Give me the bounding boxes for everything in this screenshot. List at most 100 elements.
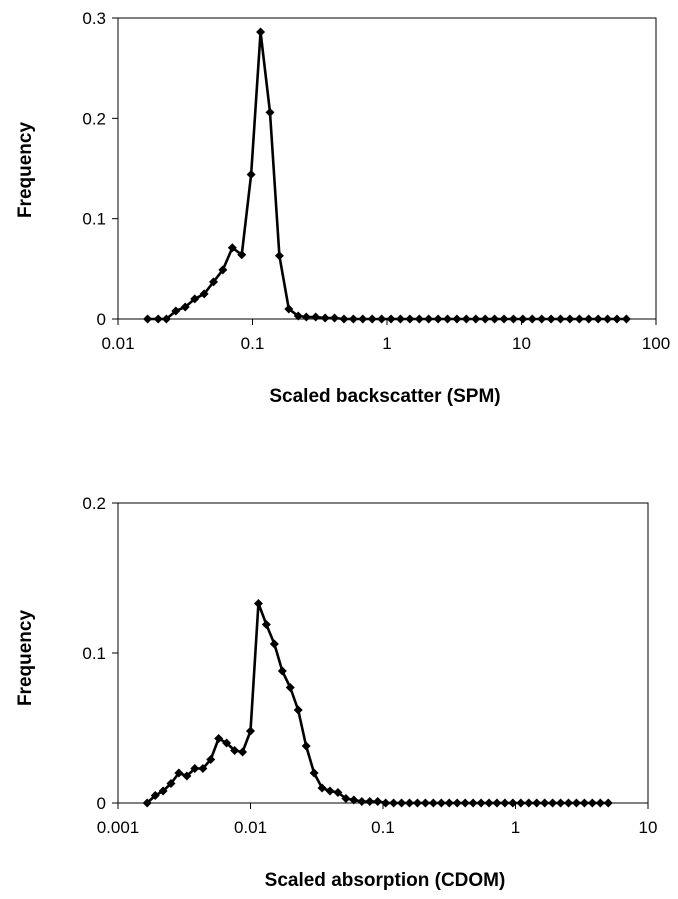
data-point-top (237, 250, 247, 260)
data-point-top (405, 314, 415, 324)
data-point-bottom (317, 783, 327, 793)
data-point-top (153, 314, 163, 324)
series-top (143, 27, 631, 324)
data-point-top (443, 314, 453, 324)
data-point-top (433, 314, 443, 324)
x-tick-label-top: 1 (382, 334, 391, 353)
data-point-bottom (206, 755, 216, 764)
chart-top: 0.01 0.1 1 10 100 0 0.1 0.2 0.3 Scaled backscatt… (15, 9, 670, 407)
data-point-bottom (389, 798, 399, 808)
data-point-top (301, 312, 311, 322)
data-point-top (414, 314, 424, 324)
axes-bottom: 0.001 0.01 0.1 1 10 0 0.1 0.2 (82, 494, 657, 837)
data-point-top (246, 170, 256, 180)
y-tick-label-top: 0.1 (82, 210, 106, 229)
data-point-top (518, 314, 528, 324)
data-point-bottom (397, 798, 407, 808)
data-point-top (621, 314, 631, 324)
data-point-bottom (301, 741, 311, 751)
data-point-bottom (182, 771, 192, 781)
data-point-top (339, 314, 349, 324)
data-point-bottom (524, 798, 534, 808)
data-point-bottom (325, 786, 335, 796)
data-point-bottom (261, 620, 271, 629)
data-point-bottom (381, 798, 391, 808)
data-point-bottom (548, 798, 558, 808)
data-point-bottom (198, 764, 208, 773)
data-point-top (574, 314, 584, 324)
x-tick-label-bottom: 0.1 (371, 818, 395, 837)
x-tick-label-bottom: 0.001 (97, 818, 140, 837)
data-point-bottom (285, 683, 295, 692)
data-point-bottom (603, 798, 613, 808)
data-point-bottom (556, 798, 566, 808)
data-point-bottom (214, 734, 224, 743)
data-point-bottom (150, 791, 160, 800)
data-point-bottom (253, 599, 263, 608)
data-point-bottom (436, 798, 446, 808)
y-tick-label-top: 0 (97, 310, 106, 329)
x-tick-label-top: 0.1 (241, 334, 265, 353)
data-point-top (452, 314, 462, 324)
data-point-top (546, 314, 556, 324)
data-point-top (274, 251, 284, 261)
data-point-top (537, 314, 547, 324)
data-point-top (395, 314, 405, 324)
data-point-bottom (412, 798, 422, 808)
data-point-top (348, 314, 358, 324)
data-point-bottom (444, 798, 454, 808)
data-point-top (386, 314, 396, 324)
data-point-bottom (420, 798, 430, 808)
plot-area-top (117, 17, 657, 320)
data-point-top (293, 311, 303, 321)
data-point-bottom (460, 798, 470, 808)
series-line-top (147, 30, 627, 321)
data-point-bottom (405, 798, 415, 808)
data-point-bottom (564, 798, 574, 808)
axes-top: 0.01 0.1 1 10 100 0 0.1 0.2 0.3 (82, 9, 670, 353)
data-point-top (593, 314, 603, 324)
data-point-top (227, 243, 237, 253)
data-point-bottom (222, 738, 232, 748)
data-point-bottom (349, 795, 359, 805)
data-point-bottom (277, 666, 287, 676)
data-point-bottom (238, 747, 248, 757)
data-point-bottom (365, 797, 375, 806)
data-point-bottom (508, 798, 518, 808)
data-point-top (471, 314, 481, 324)
x-tick-label-top: 0.01 (101, 334, 134, 353)
data-point-bottom (246, 726, 255, 736)
y-axis-title-bottom: Frequency (15, 610, 36, 707)
data-point-top (180, 302, 190, 312)
data-point-bottom (309, 768, 319, 778)
data-point-bottom (540, 798, 550, 808)
x-tick-label-top: 100 (642, 334, 670, 353)
data-point-bottom (158, 786, 168, 796)
y-axis-title-top: Frequency (15, 122, 36, 219)
data-point-top (584, 314, 594, 324)
y-tick-label-bottom: 0 (97, 794, 106, 813)
data-point-bottom (428, 798, 438, 808)
chart-bottom: 0.001 0.01 0.1 1 10 0 0.1 0.2 Scaled absorption… (15, 494, 657, 891)
data-point-top (565, 314, 575, 324)
data-point-top (499, 314, 509, 324)
y-tick-label-top: 0.2 (82, 109, 106, 128)
data-point-top (377, 314, 387, 324)
data-point-bottom (293, 705, 303, 715)
data-point-bottom (500, 798, 510, 808)
x-tick-label-top: 10 (512, 334, 531, 353)
data-point-bottom (341, 794, 351, 803)
data-point-bottom (190, 764, 200, 773)
y-tick-label-bottom: 0.1 (82, 644, 106, 663)
x-tick-label-bottom: 0.01 (234, 818, 267, 837)
data-point-top (603, 314, 613, 324)
data-point-top (330, 313, 340, 323)
series-bottom (142, 599, 613, 808)
data-point-top (199, 289, 209, 299)
data-point-top (461, 314, 471, 324)
data-point-bottom (166, 779, 176, 788)
data-point-top (358, 314, 368, 324)
data-point-bottom (452, 798, 462, 808)
series-line-bottom (146, 602, 609, 805)
data-point-top (527, 314, 537, 324)
